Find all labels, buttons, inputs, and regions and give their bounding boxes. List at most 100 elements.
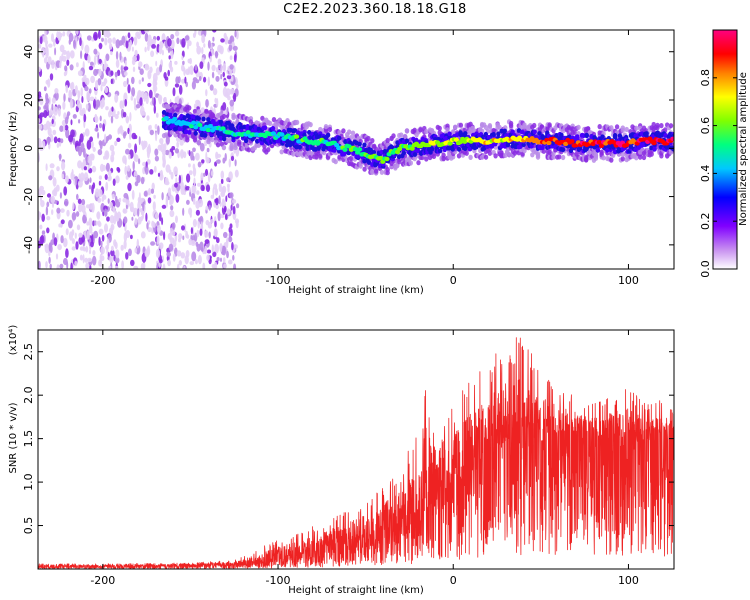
noise-speckle [66, 209, 70, 217]
signal-halo [634, 125, 639, 131]
noise-speckle [76, 224, 81, 231]
y-tick-label: 2.0 [22, 386, 35, 404]
noise-speckle [114, 241, 118, 250]
noise-speckle [193, 103, 198, 109]
noise-speckle [230, 204, 233, 211]
noise-speckle [155, 131, 158, 142]
noise-speckle [81, 198, 86, 206]
noise-speckle [133, 265, 139, 269]
noise-speckle [69, 98, 73, 109]
noise-speckle [97, 197, 102, 203]
signal-halo [560, 154, 566, 161]
x-tick-label: -200 [90, 274, 115, 287]
noise-speckle [122, 131, 126, 139]
noise-speckle [42, 140, 46, 150]
noise-speckle [222, 257, 226, 264]
noise-speckle [57, 244, 62, 251]
signal-halo [593, 153, 599, 159]
noise-speckle [162, 263, 166, 269]
noise-speckle [110, 70, 114, 76]
noise-speckle [138, 61, 143, 68]
noise-speckle [154, 123, 158, 130]
noise-speckle [172, 240, 177, 248]
noise-speckle [191, 251, 197, 262]
signal-core [569, 139, 575, 144]
noise-speckle [214, 97, 217, 104]
noise-speckle [54, 88, 59, 94]
noise-speckle [186, 173, 191, 183]
noise-speckle [38, 118, 41, 124]
noise-speckle [46, 216, 51, 221]
signal-band [196, 116, 201, 121]
noise-speckle [88, 88, 92, 94]
noise-speckle [210, 219, 214, 224]
noise-speckle [139, 97, 143, 106]
noise-speckle [53, 237, 58, 247]
noise-speckle [79, 133, 84, 143]
noise-speckle [203, 43, 206, 48]
signal-band [404, 138, 410, 144]
noise-speckle [154, 148, 159, 156]
noise-speckle [69, 50, 75, 59]
noise-speckle [95, 188, 100, 198]
noise-speckle [54, 47, 57, 56]
noise-speckle [88, 217, 93, 227]
signal-core [279, 132, 285, 137]
noise-speckle [217, 211, 221, 222]
noise-speckle [152, 72, 158, 83]
noise-speckle [222, 71, 225, 78]
noise-speckle [193, 177, 196, 186]
noise-speckle [216, 153, 222, 158]
signal-band [337, 135, 342, 141]
noise-speckle [51, 118, 54, 125]
noise-speckle [232, 205, 236, 215]
signal-halo [192, 137, 198, 143]
noise-speckle [107, 198, 110, 204]
noise-speckle [82, 254, 85, 264]
signal-halo [246, 147, 252, 153]
noise-speckle [111, 193, 115, 200]
noise-speckle [225, 195, 228, 202]
noise-speckle [228, 44, 233, 52]
noise-speckle [205, 99, 209, 108]
noise-speckle [157, 172, 161, 177]
noise-speckle [226, 250, 229, 259]
noise-speckle [68, 134, 74, 143]
noise-speckle [63, 71, 67, 77]
noise-speckle [215, 197, 219, 206]
noise-speckle [139, 68, 144, 75]
noise-speckle [57, 107, 61, 117]
signal-band [401, 150, 406, 156]
noise-speckle [190, 151, 194, 161]
noise-speckle [86, 140, 92, 150]
signal-halo [196, 140, 201, 146]
signal-band [456, 146, 462, 152]
noise-speckle [135, 31, 141, 37]
noise-speckle [94, 115, 99, 123]
noise-speckle [222, 102, 227, 111]
noise-speckle [218, 195, 221, 205]
noise-speckle [202, 262, 206, 269]
signal-core [270, 131, 277, 136]
noise-speckle [145, 95, 149, 105]
noise-speckle [194, 64, 198, 71]
noise-speckle [109, 201, 113, 209]
noise-speckle [153, 86, 156, 97]
noise-speckle [125, 230, 131, 238]
noise-speckle [190, 227, 193, 235]
noise-speckle [113, 215, 117, 225]
noise-speckle [165, 198, 168, 208]
noise-speckle [195, 209, 200, 216]
noise-speckle [199, 228, 203, 236]
noise-speckle [84, 44, 90, 54]
noise-speckle [138, 192, 141, 202]
noise-speckle [189, 261, 195, 266]
x-tick-label: 0 [450, 274, 457, 287]
noise-speckle [93, 31, 98, 41]
noise-speckle [76, 62, 79, 68]
noise-speckle [138, 136, 141, 146]
noise-speckle [235, 30, 239, 40]
noise-speckle [206, 147, 210, 153]
noise-speckle [45, 163, 48, 171]
noise-speckle [212, 186, 215, 197]
